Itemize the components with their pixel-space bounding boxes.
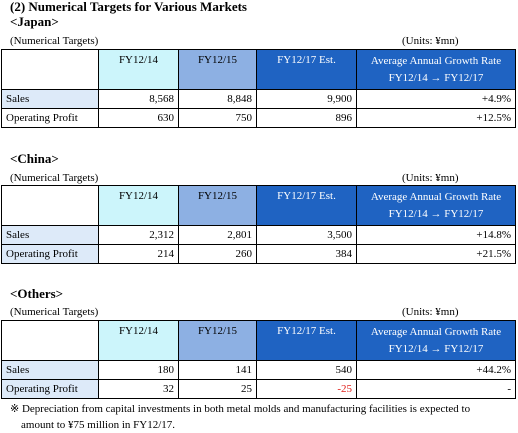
cell-fy15: 2,801 bbox=[178, 225, 257, 245]
growth-rate-period: FY12/14 → FY12/17 bbox=[388, 207, 484, 220]
header-row: FY12/14 FY12/15 FY12/17 Est. Average Ann… bbox=[1, 320, 516, 361]
col-header-fy17-est: FY12/17 Est. bbox=[256, 320, 357, 361]
cell-fy15: 260 bbox=[178, 244, 257, 264]
cell-fy15: 141 bbox=[178, 360, 257, 380]
table-row-sales: Sales 8,568 8,848 9,900 +4.9% bbox=[1, 89, 516, 109]
header-row: FY12/14 FY12/15 FY12/17 Est. Average Ann… bbox=[1, 49, 516, 90]
growth-rate-title: Average Annual Growth Rate bbox=[370, 325, 502, 338]
targets-table-japan: FY12/14 FY12/15 FY12/17 Est. Average Ann… bbox=[1, 49, 516, 128]
col-header-growth-rate: Average Annual Growth Rate FY12/14 → FY1… bbox=[356, 49, 516, 90]
col-header-fy15: FY12/15 bbox=[178, 320, 257, 361]
col-header-fy14: FY12/14 bbox=[98, 320, 179, 361]
col-header-fy17-est: FY12/17 Est. bbox=[256, 185, 357, 226]
col-header-growth-rate: Average Annual Growth Rate FY12/14 → FY1… bbox=[356, 185, 516, 226]
cell-growth-rate: +14.8% bbox=[356, 225, 516, 245]
units-label: (Units: ¥mn) bbox=[402, 306, 459, 318]
cell-fy17-est: 540 bbox=[256, 360, 357, 380]
subhead-numerical-targets: (Numerical Targets) bbox=[10, 35, 99, 47]
cell-fy15: 750 bbox=[178, 108, 257, 128]
cell-fy14: 630 bbox=[98, 108, 179, 128]
col-header-fy15: FY12/15 bbox=[178, 185, 257, 226]
row-label-operating-profit: Operating Profit bbox=[1, 379, 99, 399]
table-row-operating-profit: Operating Profit 214 260 384 +21.5% bbox=[1, 244, 516, 264]
row-label-sales: Sales bbox=[1, 360, 99, 380]
section-heading: <Others> bbox=[10, 286, 64, 301]
cell-fy14: 180 bbox=[98, 360, 179, 380]
page-title: (2) Numerical Targets for Various Market… bbox=[10, 0, 247, 14]
col-header-growth-rate: Average Annual Growth Rate FY12/14 → FY1… bbox=[356, 320, 516, 361]
header-blank-cell bbox=[1, 49, 99, 90]
growth-rate-period: FY12/14 → FY12/17 bbox=[388, 342, 484, 355]
header-row: FY12/14 FY12/15 FY12/17 Est. Average Ann… bbox=[1, 185, 516, 226]
cell-fy17-est-negative: -25 bbox=[256, 379, 357, 399]
cell-fy17-est: 896 bbox=[256, 108, 357, 128]
footnote-line-1: ※ Depreciation from capital investments … bbox=[10, 403, 471, 415]
cell-fy14: 2,312 bbox=[98, 225, 179, 245]
cell-growth-rate: +44.2% bbox=[356, 360, 516, 380]
section-heading: <Japan> bbox=[10, 14, 59, 29]
growth-rate-period: FY12/14 → FY12/17 bbox=[388, 71, 484, 84]
cell-growth-rate: +4.9% bbox=[356, 89, 516, 109]
cell-fy17-est: 3,500 bbox=[256, 225, 357, 245]
targets-table-others: FY12/14 FY12/15 FY12/17 Est. Average Ann… bbox=[1, 320, 516, 399]
footnote-line-2: amount to ¥75 million in FY12/17. bbox=[21, 419, 176, 431]
subhead-numerical-targets: (Numerical Targets) bbox=[10, 306, 99, 318]
cell-growth-rate: - bbox=[356, 379, 516, 399]
cell-growth-rate: +12.5% bbox=[356, 108, 516, 128]
growth-rate-title: Average Annual Growth Rate bbox=[370, 54, 502, 67]
footnote: ※ Depreciation from capital investments … bbox=[10, 401, 515, 433]
col-header-fy14: FY12/14 bbox=[98, 185, 179, 226]
cell-growth-rate: +21.5% bbox=[356, 244, 516, 264]
growth-rate-title: Average Annual Growth Rate bbox=[370, 190, 502, 203]
cell-fy17-est: 384 bbox=[256, 244, 357, 264]
cell-fy14: 32 bbox=[98, 379, 179, 399]
row-label-sales: Sales bbox=[1, 89, 99, 109]
units-label: (Units: ¥mn) bbox=[402, 35, 459, 47]
row-label-sales: Sales bbox=[1, 225, 99, 245]
cell-fy15: 8,848 bbox=[178, 89, 257, 109]
col-header-fy17-est: FY12/17 Est. bbox=[256, 49, 357, 90]
row-label-operating-profit: Operating Profit bbox=[1, 244, 99, 264]
header-blank-cell bbox=[1, 320, 99, 361]
header-blank-cell bbox=[1, 185, 99, 226]
row-label-operating-profit: Operating Profit bbox=[1, 108, 99, 128]
table-row-operating-profit: Operating Profit 630 750 896 +12.5% bbox=[1, 108, 516, 128]
col-header-fy15: FY12/15 bbox=[178, 49, 257, 90]
cell-fy14: 8,568 bbox=[98, 89, 179, 109]
col-header-fy14: FY12/14 bbox=[98, 49, 179, 90]
table-row-sales: Sales 180 141 540 +44.2% bbox=[1, 360, 516, 380]
section-heading: <China> bbox=[10, 151, 59, 166]
table-row-operating-profit: Operating Profit 32 25 -25 - bbox=[1, 379, 516, 399]
cell-fy14: 214 bbox=[98, 244, 179, 264]
subhead-numerical-targets: (Numerical Targets) bbox=[10, 172, 99, 184]
units-label: (Units: ¥mn) bbox=[402, 172, 459, 184]
cell-fy15: 25 bbox=[178, 379, 257, 399]
table-row-sales: Sales 2,312 2,801 3,500 +14.8% bbox=[1, 225, 516, 245]
cell-fy17-est: 9,900 bbox=[256, 89, 357, 109]
targets-table-china: FY12/14 FY12/15 FY12/17 Est. Average Ann… bbox=[1, 185, 516, 264]
